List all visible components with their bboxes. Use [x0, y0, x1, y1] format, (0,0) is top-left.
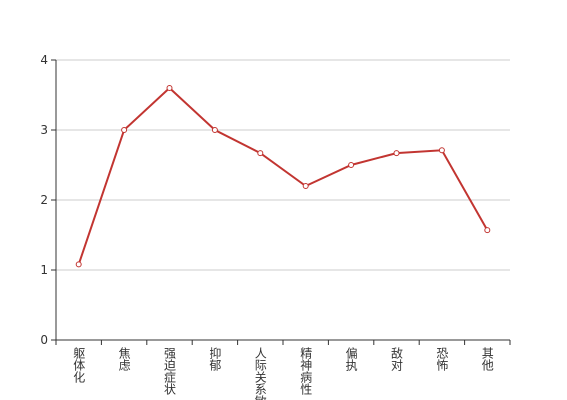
y-tick-label: 3 [40, 123, 48, 137]
x-tick-label: 焦虑 [117, 347, 131, 371]
line [77, 86, 489, 265]
x-tick-label: 偏执 [344, 346, 358, 372]
x-tick-label: 强迫症状 [163, 347, 177, 395]
x-tick-label: 恐怖 [435, 347, 449, 371]
x-tick-label: 敌对 [390, 346, 404, 371]
x-tick-label: 躯体化 [72, 346, 86, 384]
x-tick-label: 抑郁 [208, 346, 222, 372]
x-tick-label: 人际关系敏感 [253, 347, 267, 400]
point [211, 127, 218, 133]
point [348, 162, 355, 168]
y-tick-label: 2 [40, 193, 48, 207]
point [438, 147, 445, 154]
x-tick-label: 精神病性 [299, 347, 313, 396]
point [257, 150, 264, 157]
y-tick-label: 0 [40, 333, 48, 347]
point [121, 127, 128, 133]
point [75, 261, 82, 268]
point [166, 85, 173, 91]
y-tick-label: 4 [40, 53, 48, 67]
point [302, 183, 309, 189]
y-tick-label: 1 [40, 263, 48, 277]
x-tick-label: 其他 [480, 347, 494, 371]
point [484, 227, 491, 234]
point [393, 150, 400, 157]
